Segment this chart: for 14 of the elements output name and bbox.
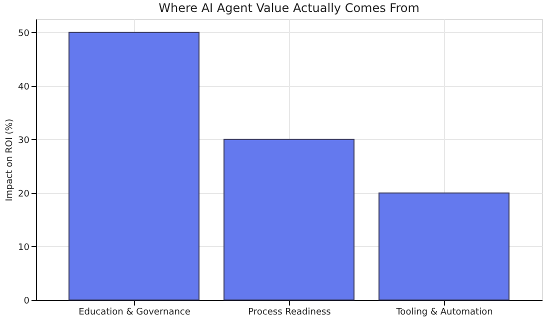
y-tick-label: 50 [18,28,30,39]
y-tick-label: 10 [18,242,30,253]
bar [68,32,200,300]
y-tick-label: 40 [18,82,30,92]
y-tick-label: 20 [18,189,30,200]
bar [378,192,510,300]
x-tick-label: Education & Governance [78,308,191,318]
x-tick-label: Tooling & Automation [395,308,493,318]
x-tick-label: Process Readiness [248,308,332,318]
y-tick-label: 0 [24,296,30,306]
chart-title: Where AI Agent Value Actually Comes From [158,1,420,15]
y-tick-label: 30 [18,136,30,146]
y-axis-title: Impact on ROI (%) [5,118,16,202]
bar [224,138,354,300]
